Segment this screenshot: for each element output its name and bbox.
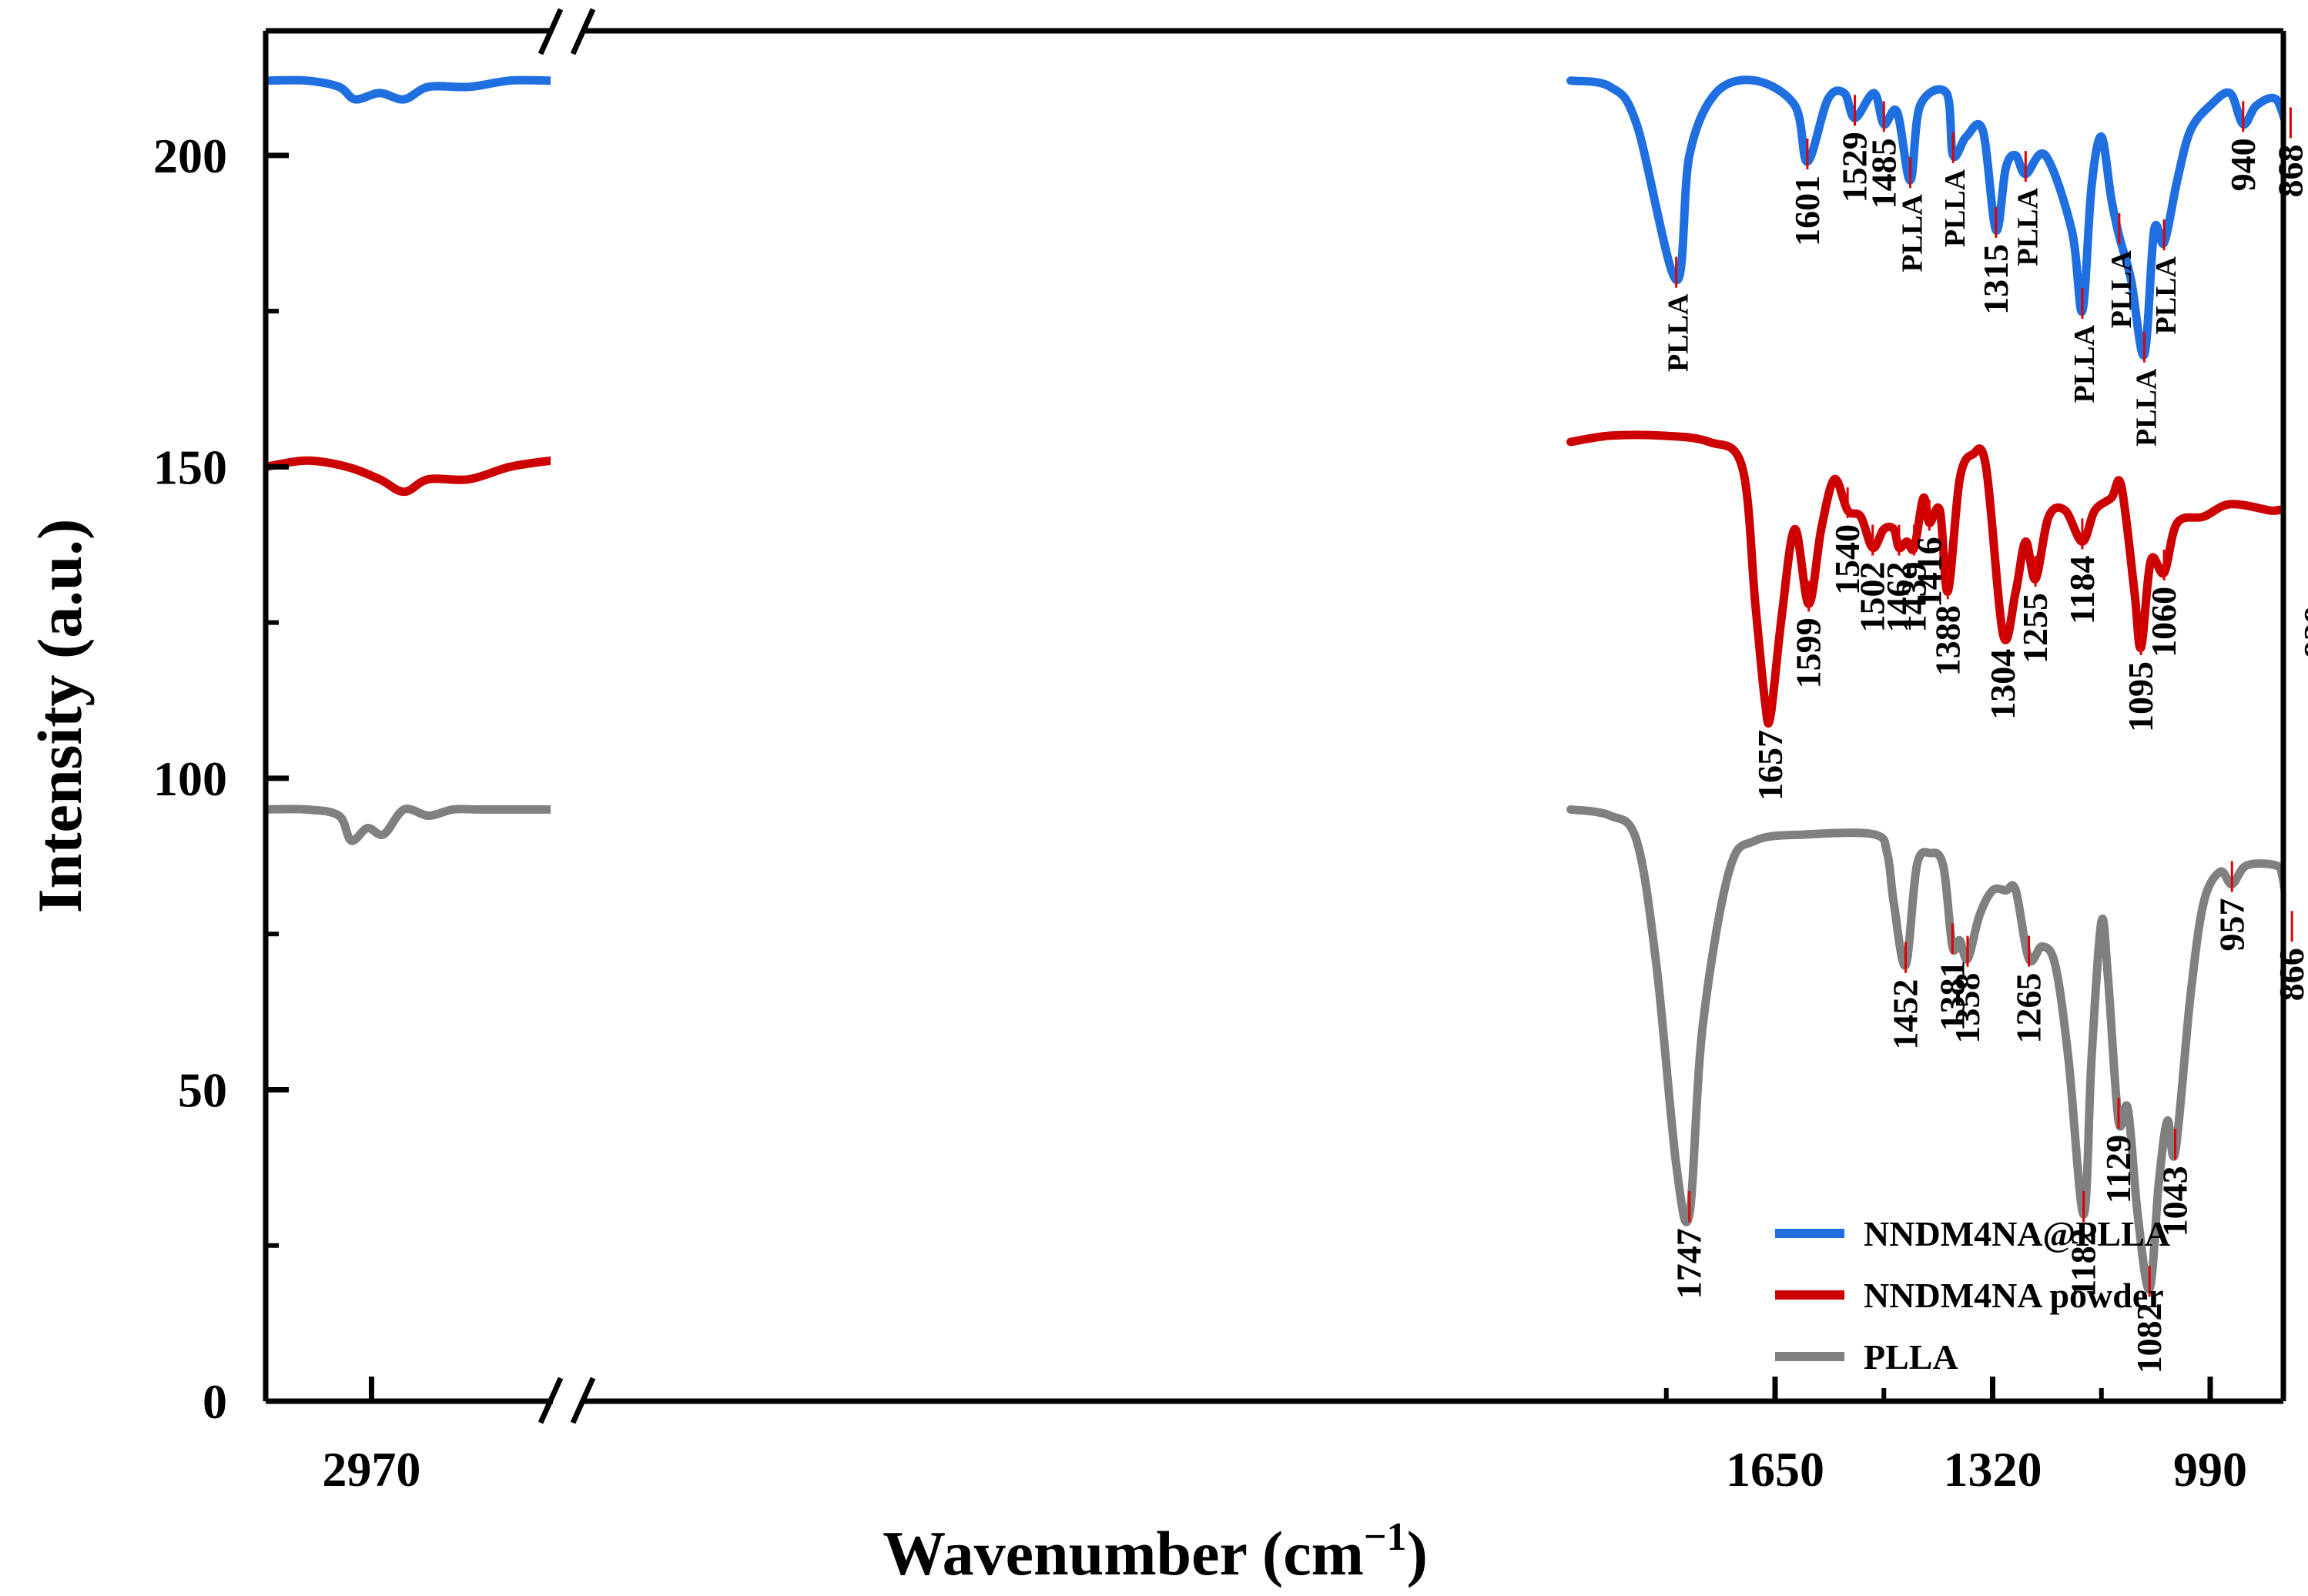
peak-label: 1416 [1909, 537, 1948, 607]
y-tick-label: 150 [153, 440, 227, 494]
peak-label: 1184 [2062, 556, 2102, 624]
x-tick-label: 1320 [1944, 1442, 2042, 1497]
peak-label: 1060 [2144, 587, 2183, 657]
x-axis-title-main: Wavenumber (cm [883, 1518, 1364, 1588]
peak-label: 1747 [1670, 1228, 1709, 1299]
peak-label: 1265 [2009, 973, 2048, 1044]
peak-label: PLLA [1939, 169, 1971, 247]
peak-label: 1599 [1789, 617, 1828, 688]
legend-label-nndm4na-plla: NNDM4NA@PLLA [1864, 1214, 2170, 1253]
peak-label: 1462 [1879, 562, 1918, 633]
peak-label: 1502 [1853, 562, 1892, 633]
peak-label: 1304 [1983, 649, 2022, 720]
peak-label: 1182 [2064, 1228, 2103, 1297]
peak-label: 1381 [1932, 960, 1971, 1031]
peak-label: 1601 [1787, 176, 1827, 246]
y-tick-label: 200 [153, 129, 227, 183]
peak-label: PLLA [2150, 256, 2182, 335]
x-tick-label: 2970 [322, 1442, 420, 1497]
y-axis-ticks: 0 50 100 150 200 [153, 129, 289, 1429]
peak-label: 1529 [1835, 132, 1874, 202]
series-line-plla [1566, 805, 2283, 1294]
y-axis-title: Intensity (a.u.) [25, 519, 95, 914]
legend: NNDM4NA@PLLA NNDM4NA powder PLLA [1775, 1214, 2170, 1377]
peak-label: 829 [2296, 605, 2308, 658]
peak-label: 1082 [2129, 1303, 2169, 1373]
peak-label: PLLA [2012, 188, 2044, 266]
peak-label: 1095 [2121, 661, 2160, 732]
series-line-nndm4na-plla [1566, 75, 2283, 360]
series-line-nndm4na-powder [1566, 430, 2283, 728]
series-line-nndm4na-powder-high [266, 456, 551, 497]
series-line-nndm4na-plla-high [266, 75, 551, 104]
peak-label: PLLA [1663, 293, 1695, 372]
legend-label-plla: PLLA [1864, 1337, 1958, 1377]
peak-label: 1540 [1827, 524, 1867, 595]
x-axis-title: Wavenumber (cm−1) [883, 1515, 1428, 1588]
peak-label: 822 [2301, 163, 2308, 216]
series-group [266, 75, 2283, 1294]
peak-label: 1315 [1976, 244, 2015, 315]
x-axis-title-close: ) [1407, 1518, 1428, 1588]
axis-break-top [538, 8, 596, 55]
series-line-plla-high [266, 805, 551, 845]
peak-label: 1439 [1894, 562, 1934, 633]
peak-label: 866 [2272, 948, 2308, 1001]
y-tick-label: 100 [153, 751, 227, 806]
peak-label: 1452 [1886, 979, 1925, 1050]
peak-label: 1657 [1750, 730, 1790, 801]
peak-label: 1358 [1948, 973, 1987, 1044]
peak-label: PLLA [2130, 368, 2162, 447]
axis-break-bottom [538, 1377, 596, 1424]
peak-label: 1043 [2156, 1166, 2195, 1236]
peak-label: PLLA [2068, 325, 2101, 403]
axes-frame [263, 28, 2286, 1404]
x-tick-label: 1650 [1726, 1442, 1824, 1497]
peak-label: 957 [2212, 898, 2251, 952]
x-axis-title-sup: −1 [1364, 1515, 1407, 1559]
peak-label: 1129 [2099, 1135, 2138, 1203]
x-axis-ticks: 297016501320990660 [322, 1377, 2247, 1497]
x-tick-label: 990 [2173, 1442, 2247, 1497]
peak-label: 940 [2223, 138, 2263, 191]
legend-label-nndm4na-powder: NNDM4NA powder [1864, 1276, 2164, 1315]
y-tick-label: 50 [178, 1062, 227, 1117]
peak-label: 1485 [1864, 138, 1903, 209]
peak-label: 1255 [2015, 593, 2055, 664]
peak-label: 1388 [1928, 605, 1967, 676]
peak-label: 868 [2270, 145, 2308, 198]
peak-label: PLLA [2105, 249, 2138, 328]
y-tick-label: 0 [203, 1374, 227, 1429]
peak-label: PLLA [1897, 194, 1929, 273]
